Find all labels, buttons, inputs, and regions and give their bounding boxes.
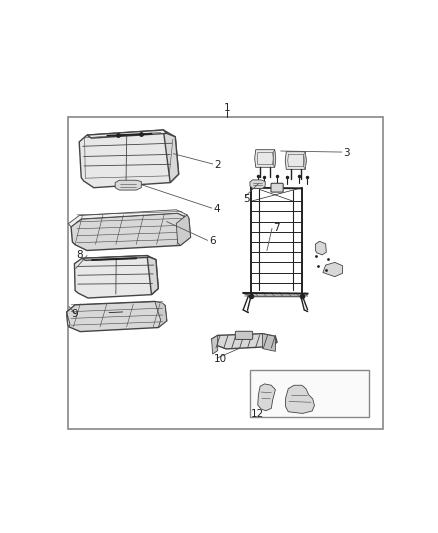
- Polygon shape: [155, 302, 167, 328]
- Polygon shape: [285, 152, 306, 169]
- Polygon shape: [87, 130, 167, 138]
- Polygon shape: [250, 180, 265, 188]
- Polygon shape: [67, 312, 70, 327]
- Text: 10: 10: [214, 354, 227, 364]
- Polygon shape: [323, 262, 343, 277]
- Polygon shape: [257, 152, 273, 165]
- Polygon shape: [163, 130, 179, 183]
- Text: 3: 3: [343, 148, 350, 158]
- Text: 4: 4: [214, 204, 220, 214]
- Polygon shape: [115, 180, 141, 190]
- Polygon shape: [212, 335, 218, 354]
- Polygon shape: [68, 210, 189, 227]
- Polygon shape: [82, 256, 150, 260]
- Polygon shape: [286, 385, 314, 414]
- Text: 7: 7: [273, 223, 279, 233]
- Polygon shape: [176, 215, 191, 245]
- Polygon shape: [315, 241, 326, 255]
- Text: 12: 12: [251, 409, 264, 419]
- Polygon shape: [258, 384, 276, 411]
- Text: 2: 2: [214, 159, 221, 169]
- FancyBboxPatch shape: [271, 183, 283, 192]
- Polygon shape: [71, 213, 191, 251]
- Polygon shape: [304, 152, 306, 169]
- Polygon shape: [273, 150, 276, 167]
- Text: 6: 6: [209, 236, 216, 246]
- Polygon shape: [67, 302, 167, 332]
- Polygon shape: [74, 256, 158, 298]
- Text: 8: 8: [76, 250, 82, 260]
- Polygon shape: [147, 256, 158, 295]
- FancyBboxPatch shape: [235, 332, 253, 340]
- Polygon shape: [79, 130, 179, 188]
- Text: 1: 1: [224, 103, 230, 113]
- Text: 5: 5: [243, 193, 250, 204]
- Polygon shape: [262, 334, 276, 351]
- Text: 9: 9: [71, 309, 78, 319]
- FancyBboxPatch shape: [67, 117, 383, 430]
- Polygon shape: [212, 334, 277, 349]
- Polygon shape: [288, 155, 304, 167]
- Polygon shape: [254, 150, 276, 167]
- FancyBboxPatch shape: [250, 370, 369, 417]
